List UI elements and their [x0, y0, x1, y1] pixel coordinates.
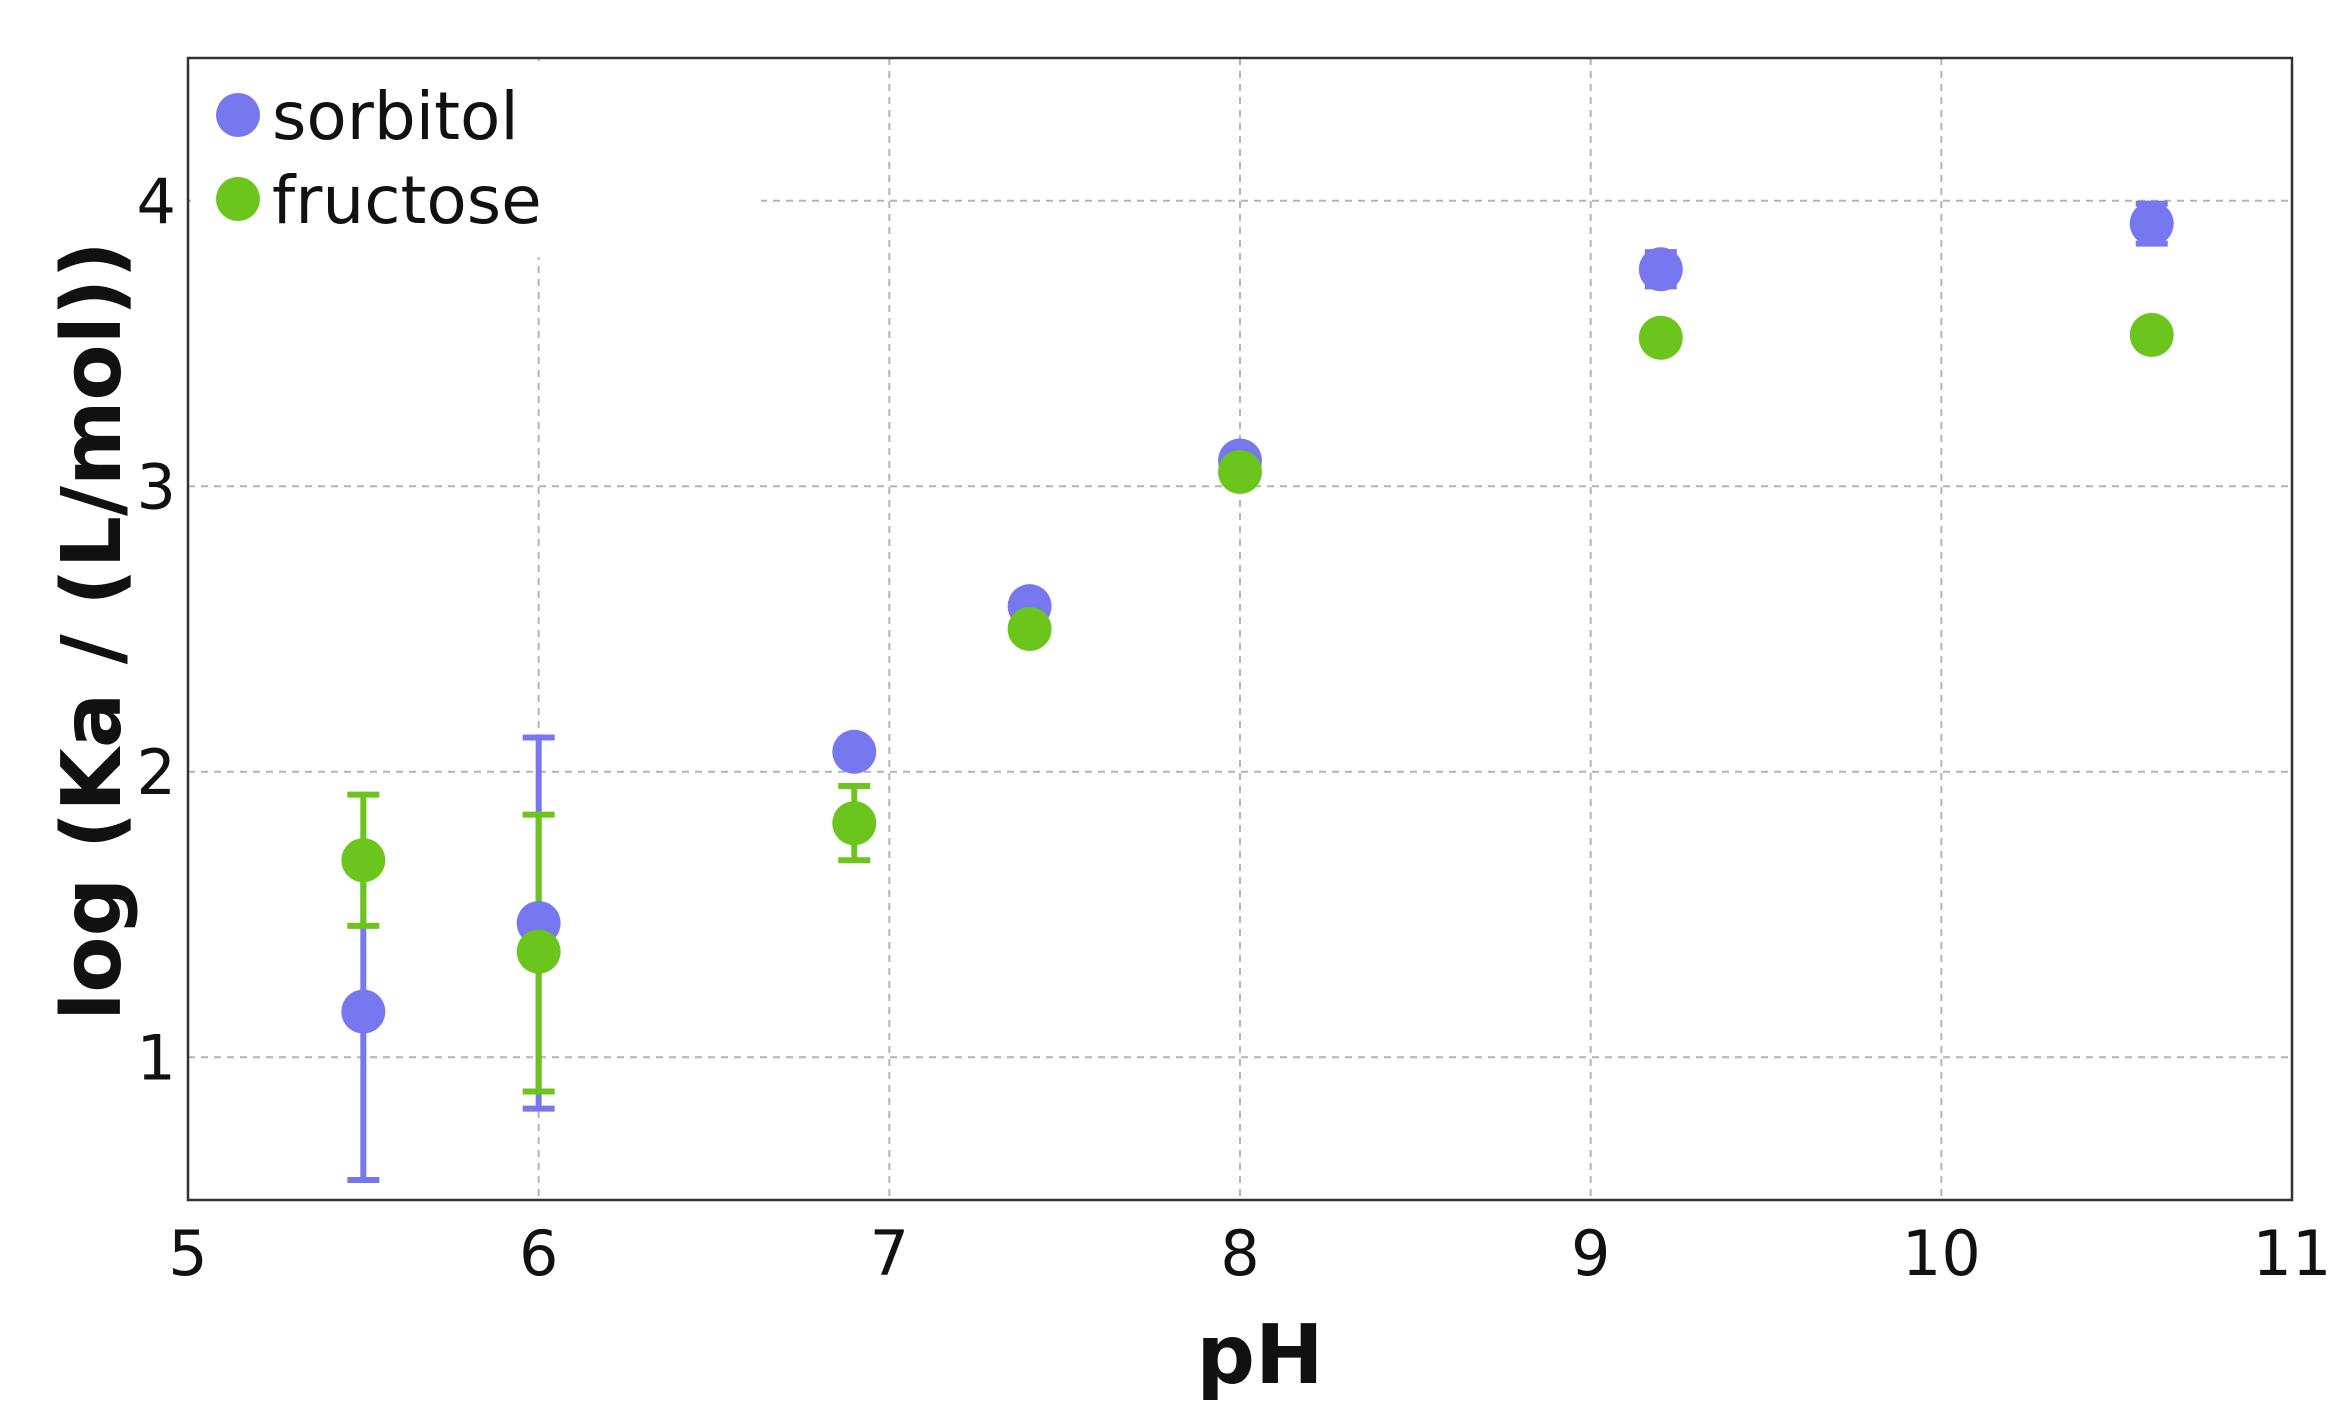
- y-tick-label-4: 4: [137, 165, 176, 238]
- legend-label-sorbitol: sorbitol: [272, 78, 519, 155]
- x-tick-label-7: 7: [870, 1217, 909, 1290]
- y-tick-label-3: 3: [137, 450, 176, 523]
- y-tick-label-2: 2: [137, 736, 176, 809]
- sorbitol-point-ph-9-2: [1638, 247, 1683, 292]
- legend-background: [191, 61, 761, 257]
- x-tick-label-5: 5: [168, 1217, 207, 1290]
- sorbitol-point-ph-10-6: [2129, 201, 2174, 246]
- legend-box: [191, 61, 761, 257]
- x-tick-label-8: 8: [1220, 1217, 1259, 1290]
- x-tick-label-6: 6: [519, 1217, 558, 1290]
- fructose-point-ph-9-2: [1638, 315, 1683, 360]
- fructose-point-ph-7-4: [1007, 607, 1052, 651]
- sorbitol-point-ph-5-5: [341, 989, 386, 1034]
- legend-marker-sorbitol: [216, 93, 260, 137]
- plot-area-frame: [186, 56, 2294, 1202]
- sorbitol-point-ph-6-9: [832, 729, 877, 774]
- x-axis-ticks: 5 6 7 8 9 10 11: [168, 1217, 2331, 1290]
- x-tick-label-11: 11: [2253, 1217, 2332, 1290]
- fructose-point-ph-10-6: [2129, 312, 2174, 357]
- fructose-point-ph-8: [1218, 449, 1262, 494]
- data-points: [341, 201, 2174, 1034]
- legend-marker-fructose: [216, 177, 260, 221]
- fructose-point-ph-6-9: [832, 801, 877, 846]
- x-tick-label-9: 9: [1571, 1217, 1610, 1290]
- y-axis-label: log (Ka / (L/mol)): [45, 241, 140, 1021]
- y-tick-label-1: 1: [137, 1021, 176, 1094]
- x-tick-label-10: 10: [1902, 1217, 1981, 1290]
- legend-label-fructose: fructose: [272, 162, 542, 239]
- y-axis-ticks: 1 2 3 4: [137, 165, 176, 1095]
- x-axis-label: pH: [1196, 1308, 1323, 1403]
- fructose-point-ph-6: [516, 929, 561, 974]
- fructose-point-ph-5-5: [341, 838, 386, 883]
